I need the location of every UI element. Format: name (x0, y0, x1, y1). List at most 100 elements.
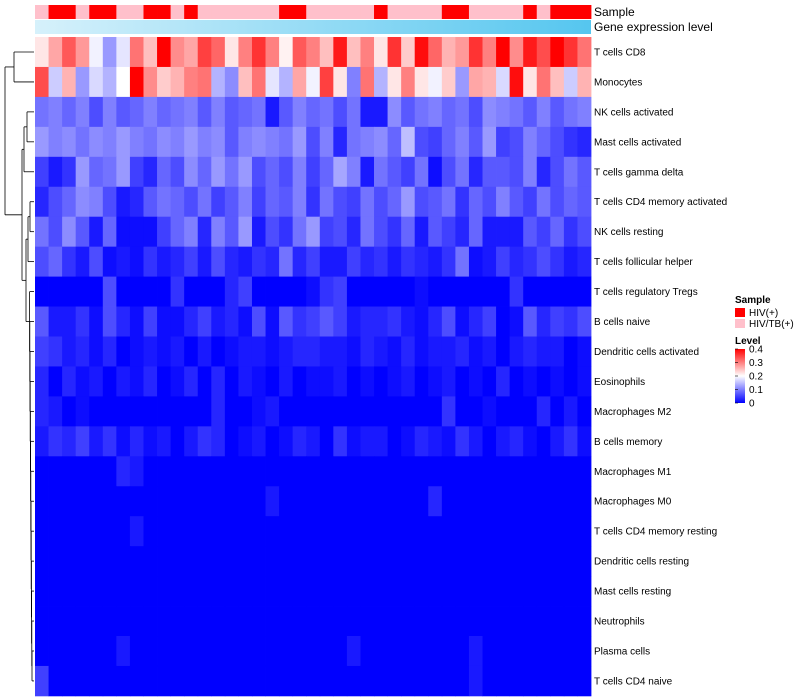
heatmap-cell (116, 396, 131, 427)
heatmap-cell (414, 96, 429, 128)
heatmap-cell (496, 156, 511, 188)
heatmap-cell (279, 516, 294, 547)
heatmap-cell (577, 456, 592, 487)
heatmap-cell (102, 516, 117, 547)
heatmap-cell (536, 456, 551, 487)
heatmap-cell (455, 156, 470, 188)
heatmap-cell (428, 516, 443, 547)
legend-level-colorbar (735, 349, 745, 403)
heatmap-cell (224, 276, 239, 307)
heatmap-cell (482, 276, 497, 307)
heatmap-cell (414, 216, 429, 248)
heatmap-cell (468, 366, 483, 397)
heatmap-cell (211, 516, 226, 547)
heatmap-cell (279, 396, 294, 427)
heatmap-cell (306, 396, 321, 427)
heatmap-cell (360, 665, 375, 697)
heatmap-cell (143, 246, 158, 277)
sample-cell (563, 5, 578, 19)
heatmap-cell (441, 576, 456, 607)
heatmap-cell (374, 456, 388, 487)
heatmap-cell (62, 96, 77, 128)
heatmap-cell (306, 66, 321, 98)
heatmap-cell (265, 37, 280, 68)
sample-cell (441, 5, 456, 19)
heatmap-cell (441, 306, 456, 337)
heatmap-cell (157, 336, 172, 367)
heatmap-cell (387, 456, 402, 487)
heatmap-cell (170, 336, 185, 367)
heatmap-cell (374, 336, 388, 367)
heatmap-cell (35, 426, 49, 457)
sample-cell (197, 5, 212, 19)
heatmap-cell (428, 186, 443, 218)
heatmap-cell (89, 96, 104, 128)
heatmap-cell (197, 156, 212, 188)
heatmap-cell (374, 516, 388, 547)
heatmap-cell (143, 366, 158, 397)
heatmap-cell (157, 456, 172, 487)
heatmap-cell (170, 186, 185, 218)
heatmap-cell (238, 246, 253, 277)
heatmap-cell (116, 665, 131, 697)
heatmap-cell (563, 606, 578, 637)
heatmap-cell (251, 486, 266, 517)
heatmap-cell (441, 37, 456, 68)
heatmap-cell (62, 66, 77, 98)
heatmap-cell (48, 66, 63, 98)
heatmap-cell (170, 486, 185, 517)
heatmap-cell (374, 276, 388, 307)
heatmap-cell (496, 576, 511, 607)
heatmap-cell (251, 636, 266, 667)
heatmap-cell (468, 456, 483, 487)
heatmap-cell (211, 336, 226, 367)
heatmap-cell (496, 486, 511, 517)
heatmap-cell (536, 126, 551, 158)
heatmap-cell (387, 486, 402, 517)
heatmap-cell (577, 186, 592, 218)
heatmap-cell (523, 606, 538, 637)
heatmap-cell (143, 426, 158, 457)
heatmap-cell (75, 546, 90, 577)
gene-level-annotation-label: Gene expression level (594, 20, 713, 34)
heatmap-cell (414, 126, 429, 158)
heatmap-cell (509, 516, 524, 547)
heatmap-cell (129, 66, 144, 98)
heatmap-cell (468, 665, 483, 697)
legend-sample-title: Sample (735, 295, 771, 306)
heatmap-cell (157, 66, 172, 98)
heatmap-cell (265, 456, 280, 487)
heatmap-cell (116, 126, 131, 158)
heatmap-cell (75, 96, 90, 128)
heatmap-cell (401, 216, 416, 248)
heatmap-cell (563, 486, 578, 517)
heatmap-cell (170, 306, 185, 337)
heatmap-cell (455, 37, 470, 68)
heatmap-cell (197, 516, 212, 547)
heatmap-cell (224, 486, 239, 517)
heatmap-cell (306, 426, 321, 457)
heatmap-cell (279, 156, 294, 188)
heatmap-cell (75, 186, 90, 218)
heatmap-cell (224, 336, 239, 367)
row-label: NK cells activated (594, 107, 673, 118)
heatmap-cell (496, 37, 511, 68)
heatmap-cell (251, 665, 266, 697)
heatmap-cell (401, 66, 416, 98)
heatmap-cell (455, 426, 470, 457)
heatmap-cell (496, 426, 511, 457)
heatmap-cell (387, 426, 402, 457)
sample-cell (184, 5, 199, 19)
heatmap-cell (292, 186, 307, 218)
heatmap-cell (116, 516, 131, 547)
heatmap-cell (441, 636, 456, 667)
heatmap-cell (170, 456, 185, 487)
heatmap-cell (129, 546, 144, 577)
heatmap-cell (319, 156, 334, 188)
heatmap-cell (428, 486, 443, 517)
heatmap-cell (563, 306, 578, 337)
heatmap-cell (414, 606, 429, 637)
heatmap-cell (265, 156, 280, 188)
row-label: Macrophages M1 (594, 467, 672, 478)
heatmap-cell (89, 516, 104, 547)
